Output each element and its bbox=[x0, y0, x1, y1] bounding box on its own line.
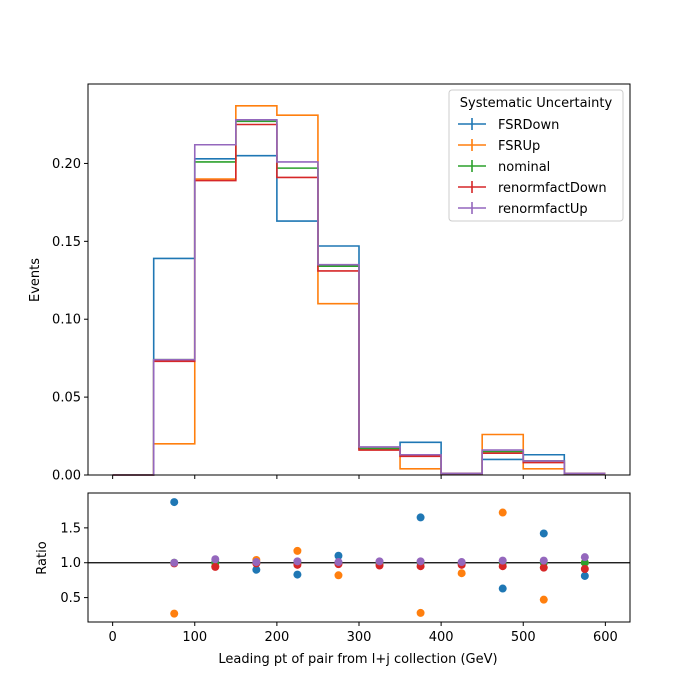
ratio-point-renormfactDown bbox=[539, 563, 548, 572]
histogram-y-tick-label: 0.20 bbox=[52, 157, 81, 172]
x-tick-label: 500 bbox=[511, 630, 536, 645]
legend-label-FSRDown: FSRDown bbox=[498, 118, 559, 133]
histogram-axes-frame bbox=[87, 83, 631, 476]
ratio-point-renormfactDown bbox=[580, 565, 589, 574]
ratio-y-tick-label: 0.5 bbox=[60, 591, 81, 606]
ratio-point-renormfactUp bbox=[457, 558, 466, 567]
ratio-point-FSRDown bbox=[416, 513, 425, 522]
ratio-point-renormfactUp bbox=[293, 557, 302, 566]
ratio-point-renormfactUp bbox=[375, 557, 384, 566]
ratio-point-FSRUp bbox=[416, 608, 425, 617]
ratio-y-tick-label: 1.0 bbox=[60, 556, 81, 571]
ratio-point-renormfactUp bbox=[416, 557, 425, 566]
x-tick-label: 300 bbox=[347, 630, 372, 645]
histogram-panel: 0.00 0.05 0.10 0.15 0.20 Events Systematic U… bbox=[28, 83, 631, 484]
x-tick-label: 400 bbox=[429, 630, 454, 645]
legend-entries: FSRDown FSRUp nominal renormfactDown renormf… bbox=[458, 118, 607, 217]
ratio-point-FSRUp bbox=[457, 569, 466, 578]
ratio-point-FSRDown bbox=[170, 498, 179, 507]
histogram-series-group bbox=[112, 105, 606, 476]
ratio-panel: 0.5 1.0 1.5 0 100 200 300 400 500 600 Ratio Lead… bbox=[35, 492, 631, 667]
ratio-point-renormfactDown bbox=[498, 562, 507, 571]
ratio-x-ticks: 0 100 200 300 400 500 600 bbox=[108, 622, 618, 645]
ratio-point-FSRDown bbox=[580, 571, 589, 580]
ratio-point-nominal bbox=[580, 558, 589, 567]
x-tick-label: 100 bbox=[182, 630, 207, 645]
ratio-point-renormfactUp bbox=[539, 556, 548, 565]
histogram-y-ticks: 0.00 0.05 0.10 0.15 0.20 bbox=[52, 157, 88, 484]
histogram-line-renormfactUp bbox=[112, 119, 606, 476]
ratio-point-FSRUp bbox=[498, 508, 507, 517]
ratio-point-renormfactUp bbox=[170, 558, 179, 567]
ratio-point-FSRDown bbox=[293, 570, 302, 579]
legend-box bbox=[448, 89, 624, 222]
ratio-point-FSRUp bbox=[539, 595, 548, 604]
ratio-point-FSRUp bbox=[170, 609, 179, 618]
ratio-point-renormfactUp bbox=[498, 556, 507, 565]
x-tick-label: 0 bbox=[108, 630, 116, 645]
histogram-y-axis-label: Events bbox=[28, 258, 43, 302]
legend-title: Systematic Uncertainty bbox=[460, 96, 613, 111]
legend-label-renormfactDown: renormfactDown bbox=[498, 181, 607, 196]
ratio-y-axis-label: Ratio bbox=[35, 541, 50, 574]
legend-label-nominal: nominal bbox=[498, 160, 550, 175]
x-tick-label: 200 bbox=[264, 630, 289, 645]
histogram-x-ticks bbox=[112, 475, 606, 479]
histogram-y-tick-label: 0.10 bbox=[52, 313, 81, 328]
ratio-point-renormfactDown bbox=[211, 562, 220, 571]
legend: Systematic Uncertainty FSRDown FSRUp nomin… bbox=[448, 89, 624, 222]
legend-label-FSRUp: FSRUp bbox=[498, 139, 540, 154]
ratio-axes-frame bbox=[87, 492, 631, 623]
ratio-y-tick-label: 1.5 bbox=[60, 521, 81, 536]
ratio-point-FSRDown bbox=[252, 565, 261, 574]
legend-label-renormfactUp: renormfactUp bbox=[498, 202, 588, 217]
x-tick-label: 600 bbox=[593, 630, 618, 645]
histogram-y-tick-label: 0.00 bbox=[52, 469, 81, 484]
ratio-points-group bbox=[170, 498, 589, 618]
ratio-point-FSRDown bbox=[498, 584, 507, 593]
ratio-point-FSRDown bbox=[539, 529, 548, 538]
ratio-y-ticks: 0.5 1.0 1.5 bbox=[60, 521, 88, 606]
ratio-point-FSRUp bbox=[334, 571, 343, 580]
histogram-y-tick-label: 0.15 bbox=[52, 235, 81, 250]
ratio-point-renormfactUp bbox=[252, 558, 261, 567]
histogram-y-tick-label: 0.05 bbox=[52, 391, 81, 406]
ratio-point-FSRDown bbox=[334, 551, 343, 560]
ratio-point-FSRUp bbox=[293, 546, 302, 555]
ratio-point-renormfactUp bbox=[334, 558, 343, 567]
ratio-point-renormfactUp bbox=[580, 553, 589, 562]
x-axis-label: Leading pt of pair from l+j collection (… bbox=[218, 652, 497, 667]
ratio-point-renormfactUp bbox=[211, 555, 220, 564]
